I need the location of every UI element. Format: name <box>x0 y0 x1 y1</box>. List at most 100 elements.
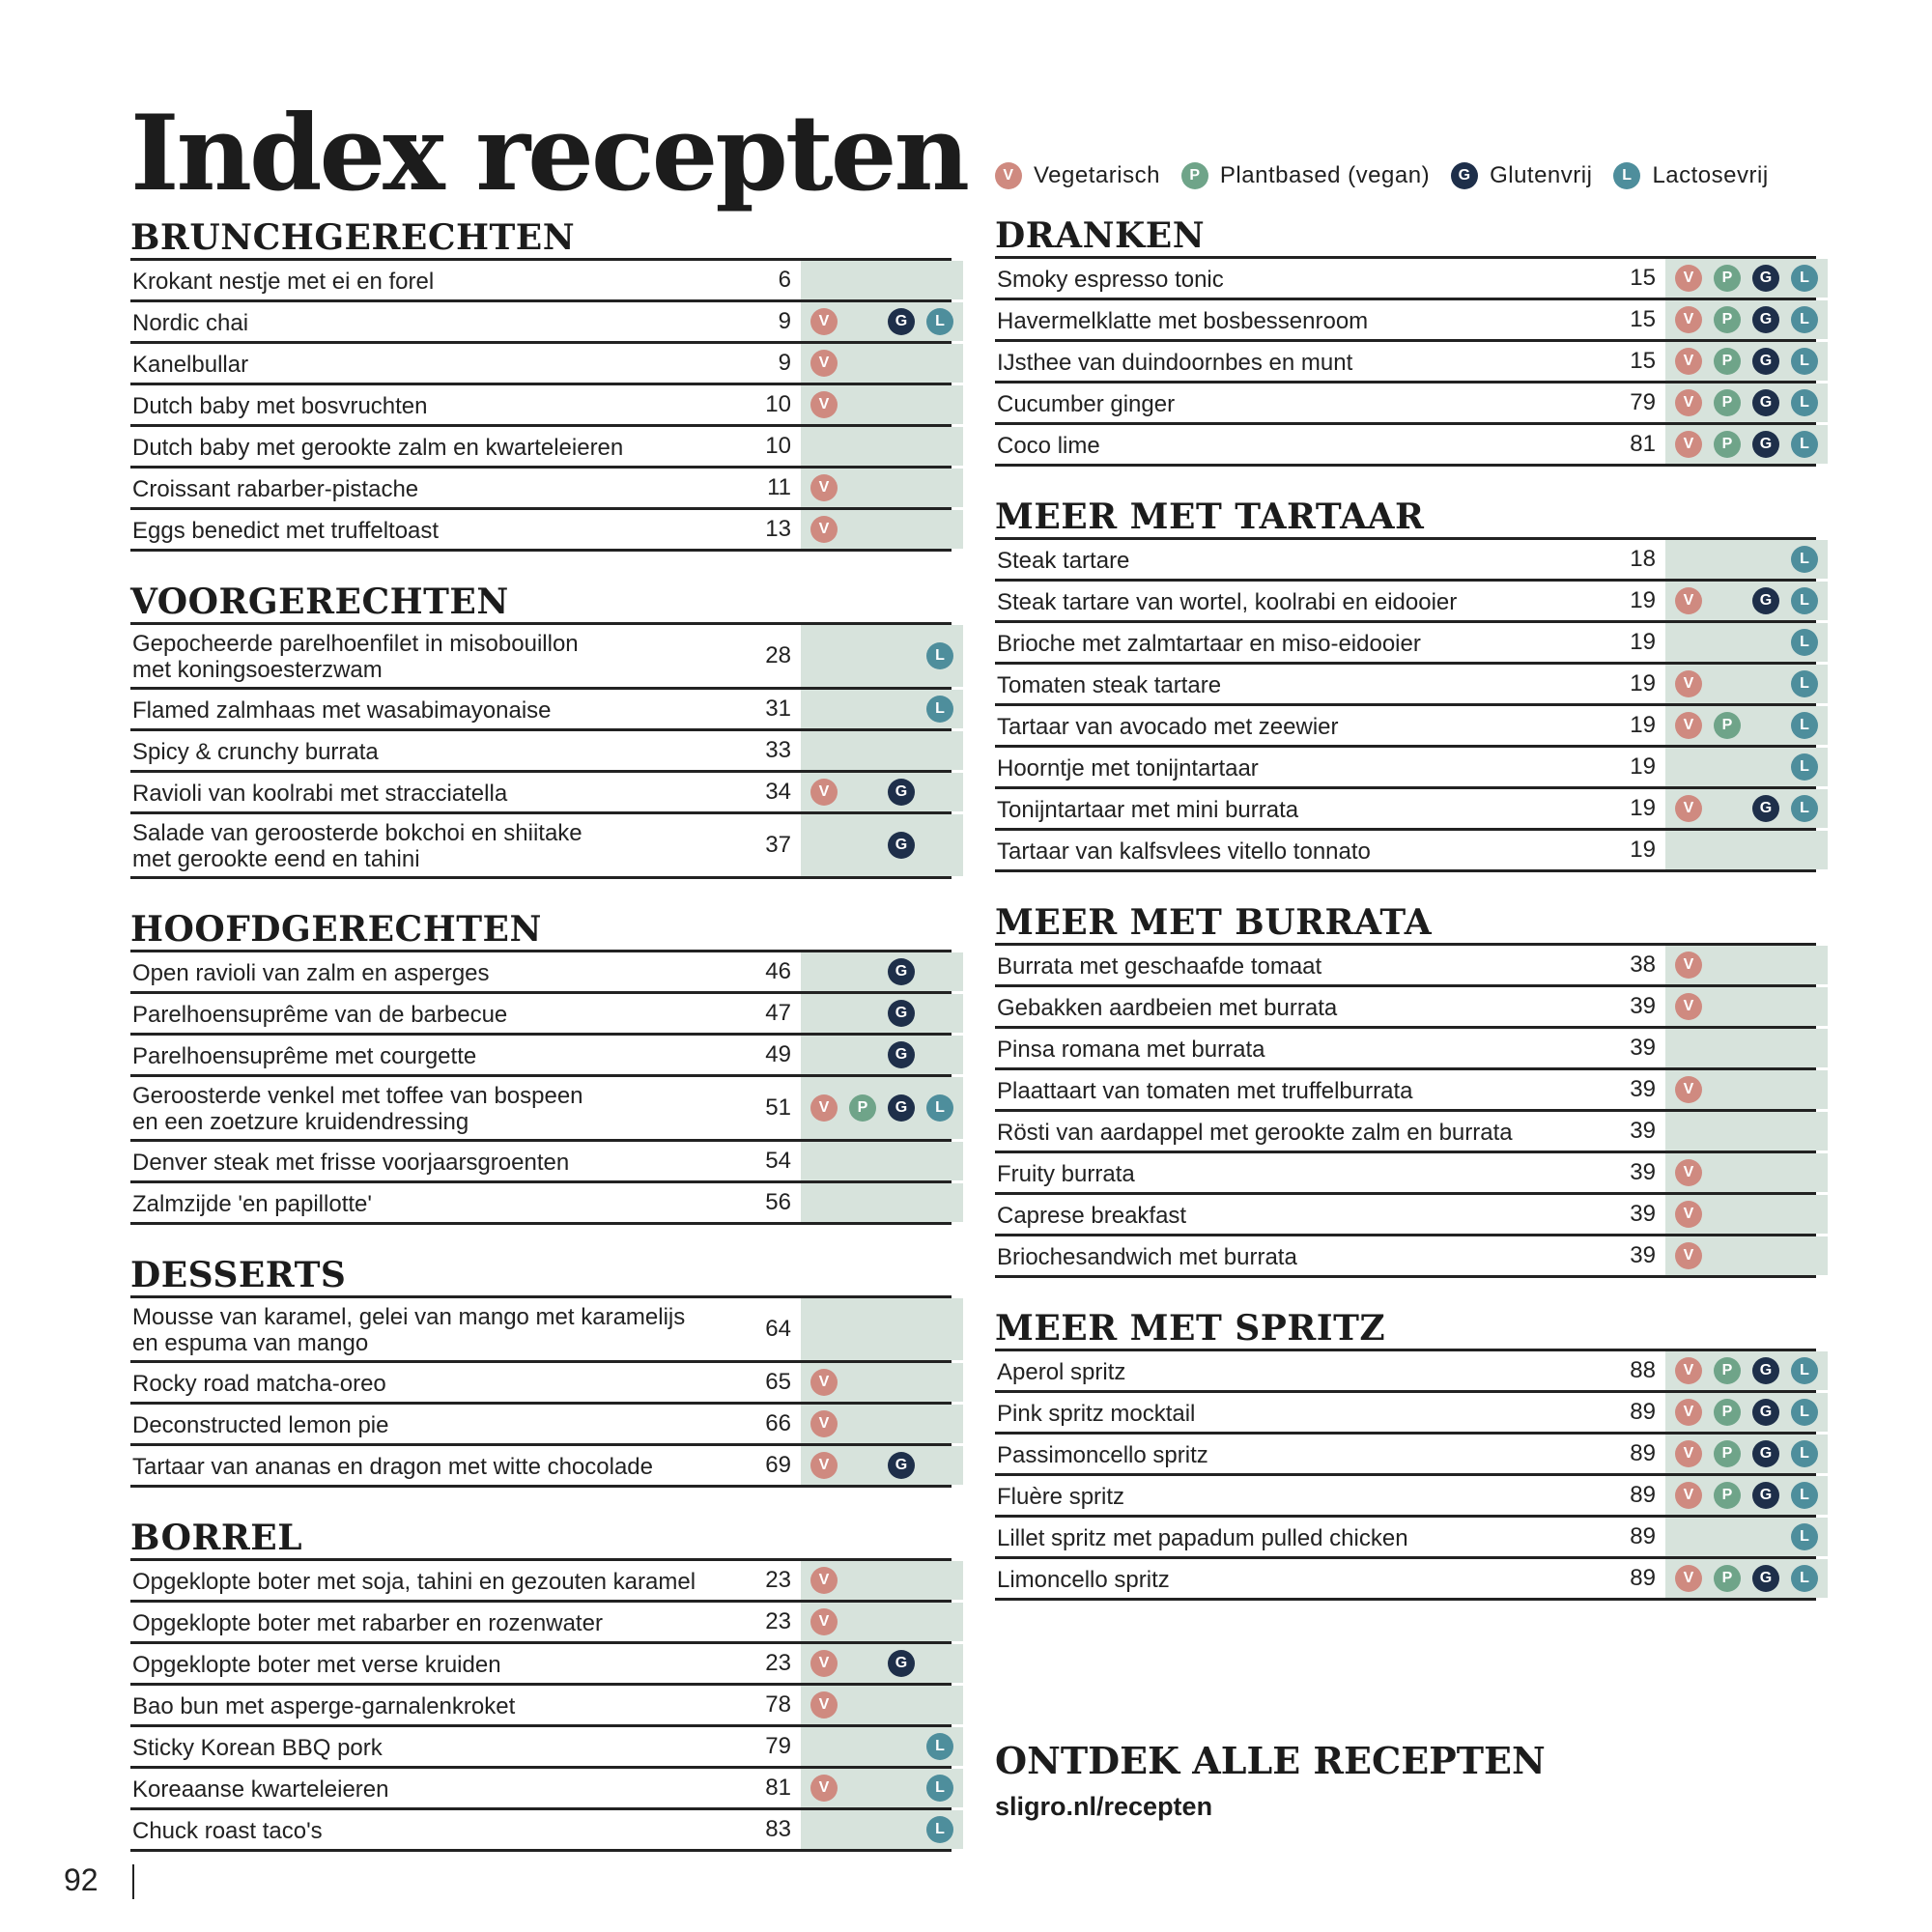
recipe-row[interactable]: Nordic chai 9 V G L <box>130 302 963 344</box>
recipe-name: Koreaanse kwarteleieren <box>132 1776 389 1803</box>
recipe-row[interactable]: Sticky Korean BBQ pork 79 L <box>130 1727 963 1769</box>
diet-slot: L <box>1785 431 1824 458</box>
recipe-page: 19 <box>1630 629 1656 655</box>
recipe-row[interactable]: Passimoncello spritz 89 V P G L <box>995 1435 1828 1476</box>
recipe-row[interactable]: Tartaar van avocado met zeewier 19 V P L <box>995 706 1828 748</box>
recipe-row[interactable]: Smoky espresso tonic 15 V P G L <box>995 259 1828 300</box>
recipe-row[interactable]: Caprese breakfast 39 V <box>995 1195 1828 1236</box>
recipe-row[interactable]: Zalmzijde 'en papillotte' 56 <box>130 1183 963 1225</box>
recipe-row[interactable]: Rösti van aardappel met gerookte zalm en… <box>995 1112 1828 1153</box>
diet-slot: G <box>882 958 921 985</box>
recipe-row[interactable]: Burrata met geschaafde tomaat 38 V <box>995 946 1828 987</box>
recipe-row[interactable]: Cucumber ginger 79 V P G L <box>995 384 1828 425</box>
glutenfree-badge-icon: G <box>1752 795 1779 822</box>
diet-slot: V <box>1669 587 1708 614</box>
diet-legend: V Vegetarisch P Plantbased (vegan) G Glu… <box>995 162 1769 189</box>
diet-icons: V <box>801 1603 963 1641</box>
recipe-section: DESSERTS Mousse van karamel, gelei van ma… <box>130 1252 963 1488</box>
recipe-page: 19 <box>1630 587 1656 613</box>
recipe-name: Ravioli van koolrabi met stracciatella <box>132 780 508 807</box>
recipe-name: Caprese breakfast <box>997 1202 1187 1229</box>
recipe-row[interactable]: Tonijntartaar met mini burrata 19 V G L <box>995 789 1828 831</box>
plantbased-badge-icon: P <box>849 1094 876 1122</box>
recipe-name: Brioche met zalmtartaar en miso-eidooier <box>997 630 1421 657</box>
lactosefree-badge-icon: L <box>1791 795 1818 822</box>
recipe-row[interactable]: Mousse van karamel, gelei van mango met … <box>130 1298 963 1363</box>
recipe-page: 28 <box>765 642 791 668</box>
vegetarian-badge-icon: V <box>1675 265 1702 292</box>
vegetarian-badge-icon: V <box>1675 1357 1702 1384</box>
recipe-row[interactable]: Rocky road matcha-oreo 65 V <box>130 1363 963 1405</box>
recipe-row[interactable]: Koreaanse kwarteleieren 81 V L <box>130 1769 963 1810</box>
recipe-row[interactable]: Geroosterde venkel met toffee van bospee… <box>130 1077 963 1142</box>
discover-link[interactable]: sligro.nl/recepten <box>995 1792 1213 1821</box>
recipe-row[interactable]: Opgeklopte boter met soja, tahini en gez… <box>130 1561 963 1603</box>
diet-slot: V <box>1669 1565 1708 1592</box>
recipe-row[interactable]: Steak tartare van wortel, koolrabi en ei… <box>995 582 1828 623</box>
recipe-row[interactable]: Tartaar van kalfsvlees vitello tonnato 19 <box>995 831 1828 872</box>
recipe-row[interactable]: Tomaten steak tartare 19 V L <box>995 665 1828 706</box>
recipe-row[interactable]: Chuck roast taco's 83 L <box>130 1810 963 1852</box>
recipe-row[interactable]: Eggs benedict met truffeltoast 13 V <box>130 510 963 552</box>
recipe-row[interactable]: Denver steak met frisse voorjaarsgroente… <box>130 1142 963 1183</box>
recipe-row[interactable]: Briochesandwich met burrata 39 V <box>995 1236 1828 1278</box>
recipe-row[interactable]: Coco lime 81 V P G L <box>995 425 1828 467</box>
recipe-row[interactable]: Lillet spritz met papadum pulled chicken… <box>995 1518 1828 1559</box>
recipe-row[interactable]: Dutch baby met gerookte zalm en kwartele… <box>130 427 963 469</box>
recipe-row[interactable]: Bao bun met asperge-garnalenkroket 78 V <box>130 1686 963 1727</box>
vegetarian-badge-icon: V <box>1675 1440 1702 1467</box>
recipe-row[interactable]: Steak tartare 18 L <box>995 540 1828 582</box>
recipe-name: Tomaten steak tartare <box>997 671 1222 698</box>
recipe-name: Cucumber ginger <box>997 390 1176 417</box>
recipe-name: Geroosterde venkel met toffee van bospee… <box>132 1083 583 1135</box>
glutenfree-badge-icon: G <box>888 1650 915 1677</box>
lactosefree-badge-icon: L <box>1791 265 1818 292</box>
recipe-row[interactable]: Opgeklopte boter met rabarber en rozenwa… <box>130 1603 963 1644</box>
recipe-page: 19 <box>1630 670 1656 696</box>
recipe-page: 89 <box>1630 1523 1656 1549</box>
plantbased-badge-icon: P <box>1714 1440 1741 1467</box>
diet-icons: L <box>1665 623 1828 662</box>
recipe-row[interactable]: Croissant rabarber-pistache 11 V <box>130 469 963 510</box>
recipe-row[interactable]: Plaattaart van tomaten met truffelburrat… <box>995 1070 1828 1112</box>
diet-slot: V <box>1669 1159 1708 1186</box>
recipe-row[interactable]: Parelhoensuprême met courgette 49 G <box>130 1036 963 1077</box>
recipe-row[interactable]: Tartaar van ananas en dragon met witte c… <box>130 1446 963 1488</box>
recipe-row[interactable]: Opgeklopte boter met verse kruiden 23 V G <box>130 1644 963 1686</box>
diet-slot: L <box>1785 712 1824 739</box>
recipe-row[interactable]: IJsthee van duindoornbes en munt 15 V P G L <box>995 342 1828 384</box>
recipe-row[interactable]: Salade van geroosterde bokchoi en shiita… <box>130 814 963 879</box>
lactosefree-badge-icon: L <box>1791 1440 1818 1467</box>
recipe-row[interactable]: Parelhoensuprême van de barbecue 47 G <box>130 994 963 1036</box>
glutenfree-badge-icon: G <box>888 1000 915 1027</box>
recipe-row[interactable]: Limoncello spritz 89 V P G L <box>995 1559 1828 1601</box>
recipe-row[interactable]: Aperol spritz 88 V P G L <box>995 1351 1828 1393</box>
recipe-row[interactable]: Deconstructed lemon pie 66 V <box>130 1405 963 1446</box>
recipe-row[interactable]: Flamed zalmhaas met wasabimayonaise 31 L <box>130 690 963 731</box>
recipe-row[interactable]: Fruity burrata 39 V <box>995 1153 1828 1195</box>
recipe-row[interactable]: Brioche met zalmtartaar en miso-eidooier… <box>995 623 1828 665</box>
recipe-row[interactable]: Pink spritz mocktail 89 V P G L <box>995 1393 1828 1435</box>
lactosefree-badge-icon: L <box>1791 1399 1818 1426</box>
recipe-row[interactable]: Pinsa romana met burrata 39 <box>995 1029 1828 1070</box>
recipe-row[interactable]: Spicy & crunchy burrata 33 <box>130 731 963 773</box>
lactosefree-badge-icon: L <box>926 1775 953 1802</box>
lactosefree-badge-icon: L <box>1791 587 1818 614</box>
recipe-row[interactable]: Gepocheerde parelhoenfilet in misobouill… <box>130 625 963 690</box>
recipe-row[interactable]: Hoorntje met tonijntartaar 19 L <box>995 748 1828 789</box>
recipe-row[interactable]: Kanelbullar 9 V <box>130 344 963 385</box>
recipe-row[interactable]: Gebakken aardbeien met burrata 39 V <box>995 987 1828 1029</box>
recipe-row[interactable]: Havermelklatte met bosbessenroom 15 V P G L <box>995 300 1828 342</box>
recipe-row[interactable]: Krokant nestje met ei en forel 6 <box>130 261 963 302</box>
recipe-row[interactable]: Fluère spritz 89 V P G L <box>995 1476 1828 1518</box>
recipe-row[interactable]: Dutch baby met bosvruchten 10 V <box>130 385 963 427</box>
plantbased-badge-icon: P <box>1714 431 1741 458</box>
recipe-row[interactable]: Ravioli van koolrabi met stracciatella 34… <box>130 773 963 814</box>
recipe-row[interactable]: Open ravioli van zalm en asperges 46 G <box>130 952 963 994</box>
recipe-name: Steak tartare van wortel, koolrabi en ei… <box>997 588 1458 615</box>
